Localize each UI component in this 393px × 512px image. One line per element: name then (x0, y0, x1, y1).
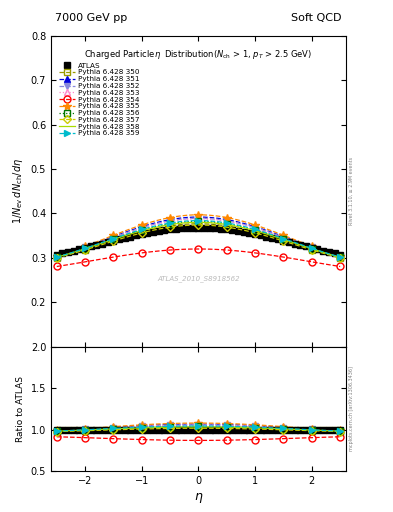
Y-axis label: $1/N_\mathrm{ev}\,dN_\mathrm{ch}/d\eta$: $1/N_\mathrm{ev}\,dN_\mathrm{ch}/d\eta$ (11, 158, 25, 224)
Y-axis label: Ratio to ATLAS: Ratio to ATLAS (16, 376, 25, 442)
Text: Charged Particle$\,\eta\,$ Distribution($N_\mathrm{ch}$ > 1, $p_T$ > 2.5 GeV): Charged Particle$\,\eta\,$ Distribution(… (84, 48, 312, 61)
Text: mcplots.cern.ch [arXiv:1306.3436]: mcplots.cern.ch [arXiv:1306.3436] (349, 367, 354, 451)
Text: Soft QCD: Soft QCD (292, 13, 342, 23)
Text: 7000 GeV pp: 7000 GeV pp (55, 13, 127, 23)
Text: ATLAS_2010_S8918562: ATLAS_2010_S8918562 (157, 275, 240, 282)
Text: Rivet 3.1.10, ≥ 2.9M events: Rivet 3.1.10, ≥ 2.9M events (349, 157, 354, 225)
Legend: ATLAS, Pythia 6.428 350, Pythia 6.428 351, Pythia 6.428 352, Pythia 6.428 353, P: ATLAS, Pythia 6.428 350, Pythia 6.428 35… (58, 61, 141, 138)
X-axis label: $\eta$: $\eta$ (194, 492, 203, 505)
